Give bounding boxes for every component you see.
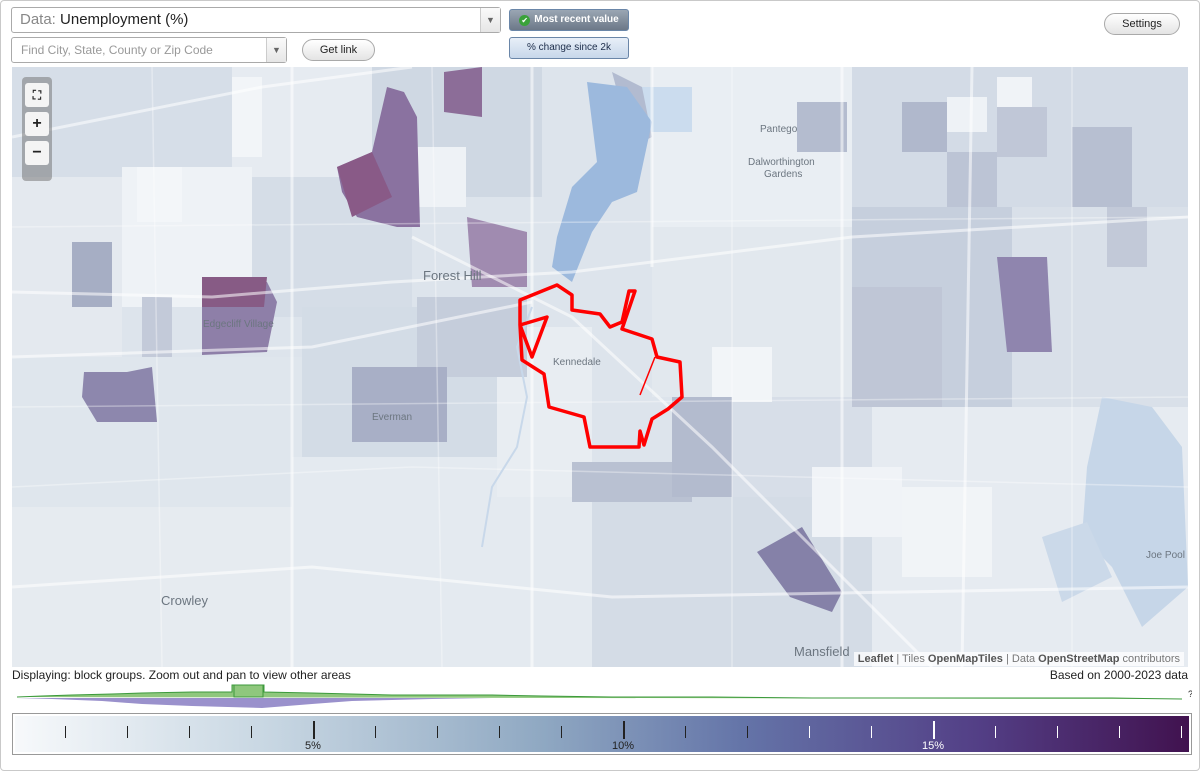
attribution-contrib: contributors — [1119, 653, 1180, 665]
data-select-value: Unemployment (%) — [60, 11, 189, 28]
selected-region-outline — [518, 283, 684, 449]
attribution-sep2: | Data — [1002, 653, 1039, 665]
get-link-button[interactable]: Get link — [302, 39, 375, 61]
leaflet-link[interactable]: Leaflet — [857, 653, 894, 665]
percent-change-toggle[interactable]: % change since 2k — [509, 37, 629, 59]
legend-gradient: 5% 10% 15% — [15, 716, 1189, 752]
most-recent-label: Most recent value — [534, 14, 619, 25]
legend-label-15: 15% — [921, 740, 945, 752]
chevron-down-icon[interactable]: ▼ — [266, 38, 286, 62]
data-select[interactable]: Data: Unemployment (%) ▼ — [11, 7, 501, 33]
map-label-edgecliff: Edgecliff Village — [203, 319, 274, 330]
map-label-gardens: Gardens — [764, 169, 803, 180]
display-status: Displaying: block groups. Zoom out and p… — [12, 668, 351, 682]
most-recent-value-toggle[interactable]: ✔ Most recent value — [509, 9, 629, 31]
search-input[interactable] — [11, 37, 287, 63]
data-range-status: Based on 2000-2023 data — [1049, 668, 1188, 682]
openstreetmap-link[interactable]: OpenStreetMap — [1038, 653, 1120, 665]
distribution-histogram: ? — [16, 684, 1192, 708]
check-icon: ✔ — [519, 15, 531, 26]
chevron-down-icon[interactable]: ▼ — [480, 8, 500, 32]
openmaptiles-link[interactable]: OpenMapTiles — [927, 653, 1003, 665]
zoom-in-button[interactable]: + — [25, 112, 49, 136]
map-label-mansfield: Mansfield — [794, 644, 850, 659]
color-legend: 5% 10% 15% — [12, 713, 1192, 755]
map-canvas[interactable] — [12, 67, 1188, 667]
map-label-dalworthington: Dalworthington — [748, 157, 815, 168]
zoom-control: ⛶ + − — [22, 77, 52, 181]
map-label-pantego: Pantego — [760, 124, 798, 135]
map-label-crowley: Crowley — [161, 593, 208, 608]
fullscreen-icon[interactable]: ⛶ — [25, 83, 49, 107]
map-label-forest-hill: Forest Hill — [423, 268, 482, 283]
legend-label-5: 5% — [305, 740, 321, 752]
map-view[interactable]: ⛶ + − Forest Hill Edgecliff Village Kenn… — [12, 67, 1188, 667]
attribution-sep1: | Tiles — [893, 653, 928, 665]
settings-button[interactable]: Settings — [1104, 13, 1180, 35]
map-label-joe-pool: Joe Pool L — [1146, 550, 1188, 561]
zoom-out-button[interactable]: − — [25, 141, 49, 165]
data-select-prefix: Data: — [20, 11, 56, 28]
map-attribution: Leaflet | Tiles OpenMapTiles | Data Open… — [853, 652, 1184, 666]
histogram-question-mark: ? — [1188, 689, 1192, 699]
legend-label-10: 10% — [611, 740, 635, 752]
map-label-everman: Everman — [372, 412, 413, 423]
map-label-kennedale: Kennedale — [553, 357, 601, 368]
